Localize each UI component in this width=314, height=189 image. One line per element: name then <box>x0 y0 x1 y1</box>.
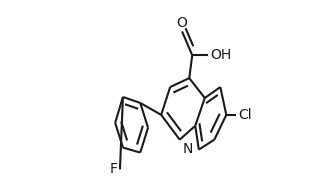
Text: OH: OH <box>210 48 231 62</box>
Text: Cl: Cl <box>238 108 252 122</box>
Text: F: F <box>110 162 118 177</box>
Text: O: O <box>177 15 187 30</box>
Text: N: N <box>182 142 193 156</box>
